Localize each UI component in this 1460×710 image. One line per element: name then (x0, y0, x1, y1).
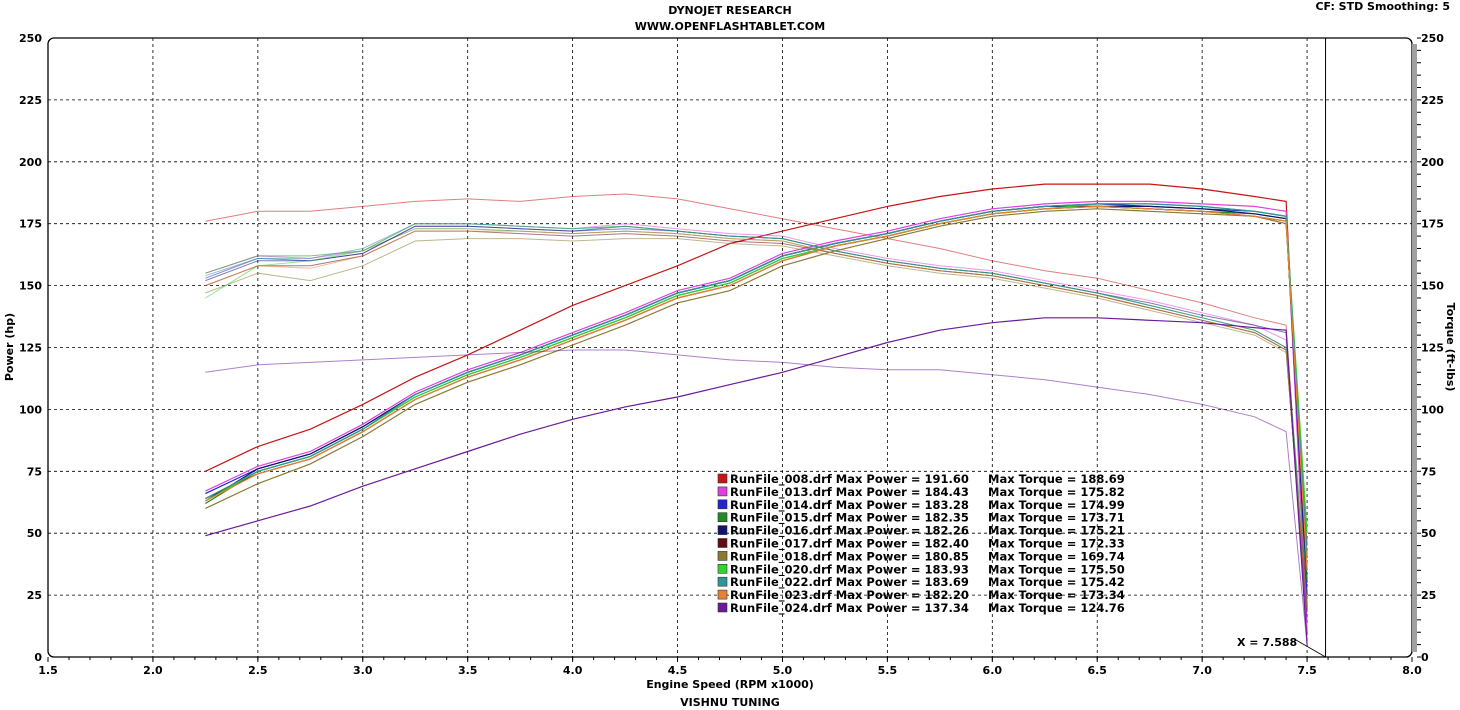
legend: RunFile_008.drf Max Power = 191.60 Max To… (717, 472, 1125, 616)
legend-power: RunFile_014.drf Max Power = 183.28 (730, 498, 969, 513)
legend-torque: Max Torque = 173.34 (988, 588, 1125, 602)
y2-tick-label: 50 (1421, 527, 1437, 540)
legend-power: RunFile_022.drf Max Power = 183.69 (730, 575, 969, 590)
y-tick-label: 0 (34, 651, 42, 664)
legend-torque: Max Torque = 124.76 (988, 601, 1125, 615)
chart-footer: VISHNU TUNING (680, 696, 780, 709)
y-tick-label: 150 (19, 280, 42, 293)
legend-torque: Max Torque = 172.33 (988, 537, 1125, 551)
x-tick-label: 2.0 (143, 664, 163, 677)
legend-torque: Max Torque = 174.99 (988, 498, 1125, 512)
y2-tick-label: 0 (1421, 651, 1429, 664)
settings-readout: CF: STD Smoothing: 5 (1315, 0, 1450, 13)
legend-swatch (717, 512, 728, 523)
legend-swatch (717, 525, 728, 535)
y2-tick-label: 225 (1421, 94, 1444, 107)
x-tick-label: 6.0 (983, 664, 1003, 677)
cursor-leader (1295, 639, 1326, 658)
y-tick-label: 125 (19, 342, 42, 355)
legend-power: RunFile_017.drf Max Power = 182.40 (730, 537, 969, 552)
legend-torque: Max Torque = 175.82 (988, 485, 1125, 499)
legend-torque: Max Torque = 175.42 (988, 575, 1125, 589)
torque-curve-RunFile_022-drf (205, 223, 1308, 608)
axis-ticks: 1.5 2.0 2.5 3.0 3.5 4.0 4.5 5.0 5.5 6.0 6.5 7.0 7.5 8… (19, 32, 1444, 677)
x-tick-label: 4.0 (563, 664, 583, 677)
legend-swatch (717, 602, 728, 613)
x-tick-label: 5.5 (878, 664, 898, 677)
x-tick-label: 2.5 (248, 664, 268, 677)
x-axis-label: Engine Speed (RPM x1000) (646, 678, 814, 691)
x-tick-label: 4.5 (668, 664, 688, 677)
legend-power: RunFile_024.drf Max Power = 137.34 (730, 601, 969, 616)
chart-title: DYNOJET RESEARCH (668, 4, 791, 17)
y2-tick-label: 250 (1421, 32, 1444, 45)
torque-curve-RunFile_024-drf (205, 349, 1308, 645)
x-tick-label: 3.0 (353, 664, 373, 677)
legend-swatch (717, 486, 728, 497)
legend-torque: Max Torque = 173.71 (988, 511, 1125, 525)
legend-power: RunFile_013.drf Max Power = 184.43 (730, 485, 969, 500)
torque-curve-RunFile_018-drf (205, 238, 1308, 603)
legend-swatch (717, 563, 728, 574)
y-tick-label: 250 (19, 32, 42, 45)
legend-swatch (717, 576, 728, 587)
y-tick-label: 75 (27, 465, 42, 478)
x-tick-label: 7.5 (1297, 664, 1317, 677)
power-curve-RunFile_008-drf (205, 183, 1308, 608)
legend-swatch (717, 538, 728, 548)
y2-tick-label: 150 (1421, 280, 1444, 293)
legend-torque: Max Torque = 169.74 (988, 549, 1125, 563)
x-tick-label: 7.0 (1192, 664, 1212, 677)
y2-tick-label: 25 (1421, 589, 1436, 602)
x-tick-label: 1.5 (38, 664, 58, 677)
y2-tick-label: 175 (1421, 218, 1444, 231)
legend-power: RunFile_008.drf Max Power = 191.60 (730, 472, 969, 487)
y-axis-label: Power (hp) (3, 313, 16, 381)
y2-tick-label: 125 (1421, 342, 1444, 355)
legend-torque: Max Torque = 175.21 (988, 524, 1125, 538)
cursor[interactable]: X = 7.588 (1237, 38, 1327, 658)
y2-tick-label: 75 (1421, 465, 1436, 478)
y2-tick-label: 100 (1421, 403, 1444, 416)
cursor-label: X = 7.588 (1237, 636, 1297, 649)
legend-swatch (717, 473, 728, 484)
grid (48, 38, 1412, 657)
right-axis-bar (1412, 44, 1417, 652)
legend-power: RunFile_015.drf Max Power = 182.35 (730, 511, 969, 526)
legend-power: RunFile_016.drf Max Power = 182.26 (730, 524, 969, 539)
legend-torque: Max Torque = 175.50 (988, 562, 1125, 576)
y-tick-label: 225 (19, 94, 42, 107)
y-tick-label: 175 (19, 218, 42, 231)
legend-power: RunFile_018.drf Max Power = 180.85 (730, 549, 969, 564)
legend-power: RunFile_023.drf Max Power = 182.20 (730, 588, 969, 603)
x-tick-label: 8.0 (1402, 664, 1422, 677)
torque-curve-RunFile_023-drf (205, 230, 1308, 613)
power-curve-RunFile_023-drf (205, 205, 1308, 571)
y2-axis-label: Torque (ft-lbs) (1444, 303, 1457, 392)
power-curve-RunFile_024-drf (205, 317, 1308, 645)
power-curve-RunFile_018-drf (205, 208, 1308, 546)
y2-tick-label: 200 (1421, 156, 1444, 169)
legend-power: RunFile_020.drf Max Power = 183.93 (730, 562, 969, 577)
x-tick-label: 5.0 (773, 664, 793, 677)
legend-swatch (717, 499, 728, 510)
x-tick-label: 3.5 (458, 664, 478, 677)
power-curve-RunFile_022-drf (205, 203, 1308, 559)
y-tick-label: 25 (27, 589, 42, 602)
y-tick-label: 100 (19, 403, 42, 416)
y-tick-label: 50 (27, 527, 43, 540)
torque-curve-RunFile_008-drf (205, 193, 1308, 633)
legend-torque: Max Torque = 188.69 (988, 472, 1125, 486)
y-tick-label: 200 (19, 156, 42, 169)
legend-swatch (717, 589, 728, 600)
legend-swatch (717, 551, 728, 561)
chart-subtitle: WWW.OPENFLASHTABLET.COM (635, 20, 825, 33)
x-tick-label: 6.5 (1087, 664, 1107, 677)
power-curve-RunFile_013-drf (205, 200, 1308, 633)
curves (205, 183, 1308, 645)
